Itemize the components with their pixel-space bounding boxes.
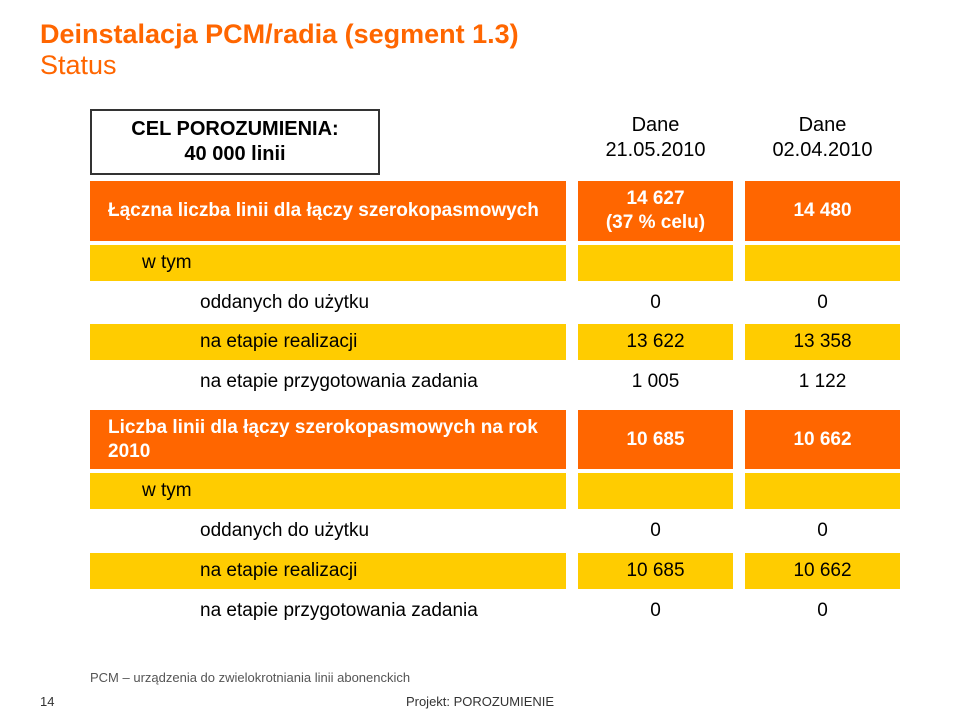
row-v1: 10 685: [578, 553, 733, 589]
footer-project: Projekt: POROZUMIENIE: [80, 694, 880, 709]
main-content: CEL POROZUMIENIA: 40 000 linii Dane 21.0…: [40, 109, 920, 628]
section1-val2: 14 480: [745, 181, 900, 241]
col1-line1: Dane: [578, 113, 733, 138]
row-v1: 0: [578, 513, 733, 549]
row-v2: 0: [745, 593, 900, 629]
section1-wtym-v2: [745, 245, 900, 281]
table-row: na etapie przygotowania zadania 1 005 1 …: [90, 364, 900, 400]
page-title: Deinstalacja PCM/radia (segment 1.3): [40, 18, 920, 50]
row-label: oddanych do użytku: [90, 513, 566, 549]
page-subtitle: Status: [40, 50, 920, 81]
row-v1: 0: [578, 285, 733, 321]
section1-wtym: w tym: [90, 245, 566, 281]
footnote: PCM – urządzenia do zwielokrotniania lin…: [40, 670, 920, 685]
row-v2: 10 662: [745, 553, 900, 589]
table-row: oddanych do użytku 0 0: [90, 285, 900, 321]
goal-line2: 40 000 linii: [100, 142, 370, 167]
section2-wtym-v1: [578, 473, 733, 509]
goal-box: CEL POROZUMIENIA: 40 000 linii: [90, 109, 380, 175]
row-v2: 0: [745, 513, 900, 549]
page-number: 14: [40, 694, 80, 709]
goal-line1: CEL POROZUMIENIA:: [100, 117, 370, 142]
section2-wtym: w tym: [90, 473, 566, 509]
col2-line1: Dane: [745, 113, 900, 138]
row-v2: 13 358: [745, 324, 900, 360]
row-v2: 0: [745, 285, 900, 321]
section1-label: Łączna liczba linii dla łączy szerokopas…: [90, 181, 566, 241]
row-label: na etapie przygotowania zadania: [90, 593, 566, 629]
col1-line2: 21.05.2010: [578, 138, 733, 163]
header-row: CEL POROZUMIENIA: 40 000 linii Dane 21.0…: [90, 109, 900, 175]
footer: 14 Projekt: POROZUMIENIE: [0, 694, 960, 709]
row-label: oddanych do użytku: [90, 285, 566, 321]
section1-wtym-row: w tym: [90, 245, 900, 281]
section2-header: Liczba linii dla łączy szerokopasmowych …: [90, 410, 900, 470]
section1-wtym-v1: [578, 245, 733, 281]
section1-val1-line2: (37 % celu): [606, 211, 705, 235]
section1-val1-line1: 14 627: [626, 187, 684, 211]
section1-val1: 14 627 (37 % celu): [578, 181, 733, 241]
row-label: na etapie realizacji: [90, 324, 566, 360]
row-label: na etapie przygotowania zadania: [90, 364, 566, 400]
row-v1: 13 622: [578, 324, 733, 360]
row-v1: 1 005: [578, 364, 733, 400]
section2-label: Liczba linii dla łączy szerokopasmowych …: [90, 410, 566, 470]
section2-val2: 10 662: [745, 410, 900, 470]
section1-header: Łączna liczba linii dla łączy szerokopas…: [90, 181, 900, 241]
col-header-1: Dane 21.05.2010: [578, 109, 733, 175]
col-header-2: Dane 02.04.2010: [745, 109, 900, 175]
section2-wtym-v2: [745, 473, 900, 509]
row-v2: 1 122: [745, 364, 900, 400]
section2-val1: 10 685: [578, 410, 733, 470]
table-row: na etapie przygotowania zadania 0 0: [90, 593, 900, 629]
section2-wtym-row: w tym: [90, 473, 900, 509]
table-row: oddanych do użytku 0 0: [90, 513, 900, 549]
table-row: na etapie realizacji 13 622 13 358: [90, 324, 900, 360]
col2-line2: 02.04.2010: [745, 138, 900, 163]
row-v1: 0: [578, 593, 733, 629]
row-label: na etapie realizacji: [90, 553, 566, 589]
table-row: na etapie realizacji 10 685 10 662: [90, 553, 900, 589]
